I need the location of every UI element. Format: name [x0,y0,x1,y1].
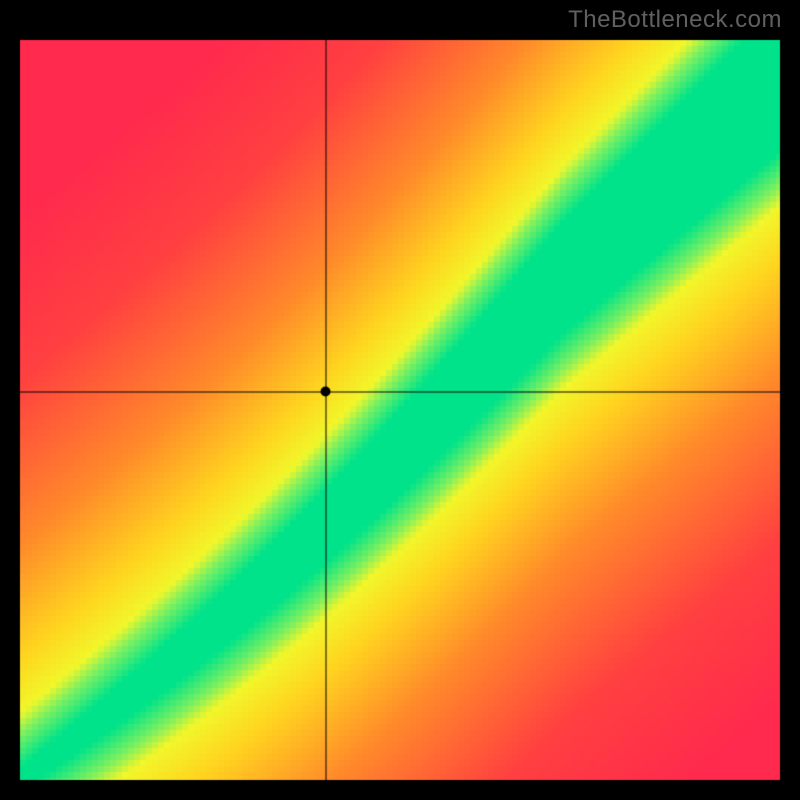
chart-container: TheBottleneck.com [0,0,800,800]
watermark-text: TheBottleneck.com [568,6,782,34]
bottleneck-heatmap-canvas [0,0,800,800]
